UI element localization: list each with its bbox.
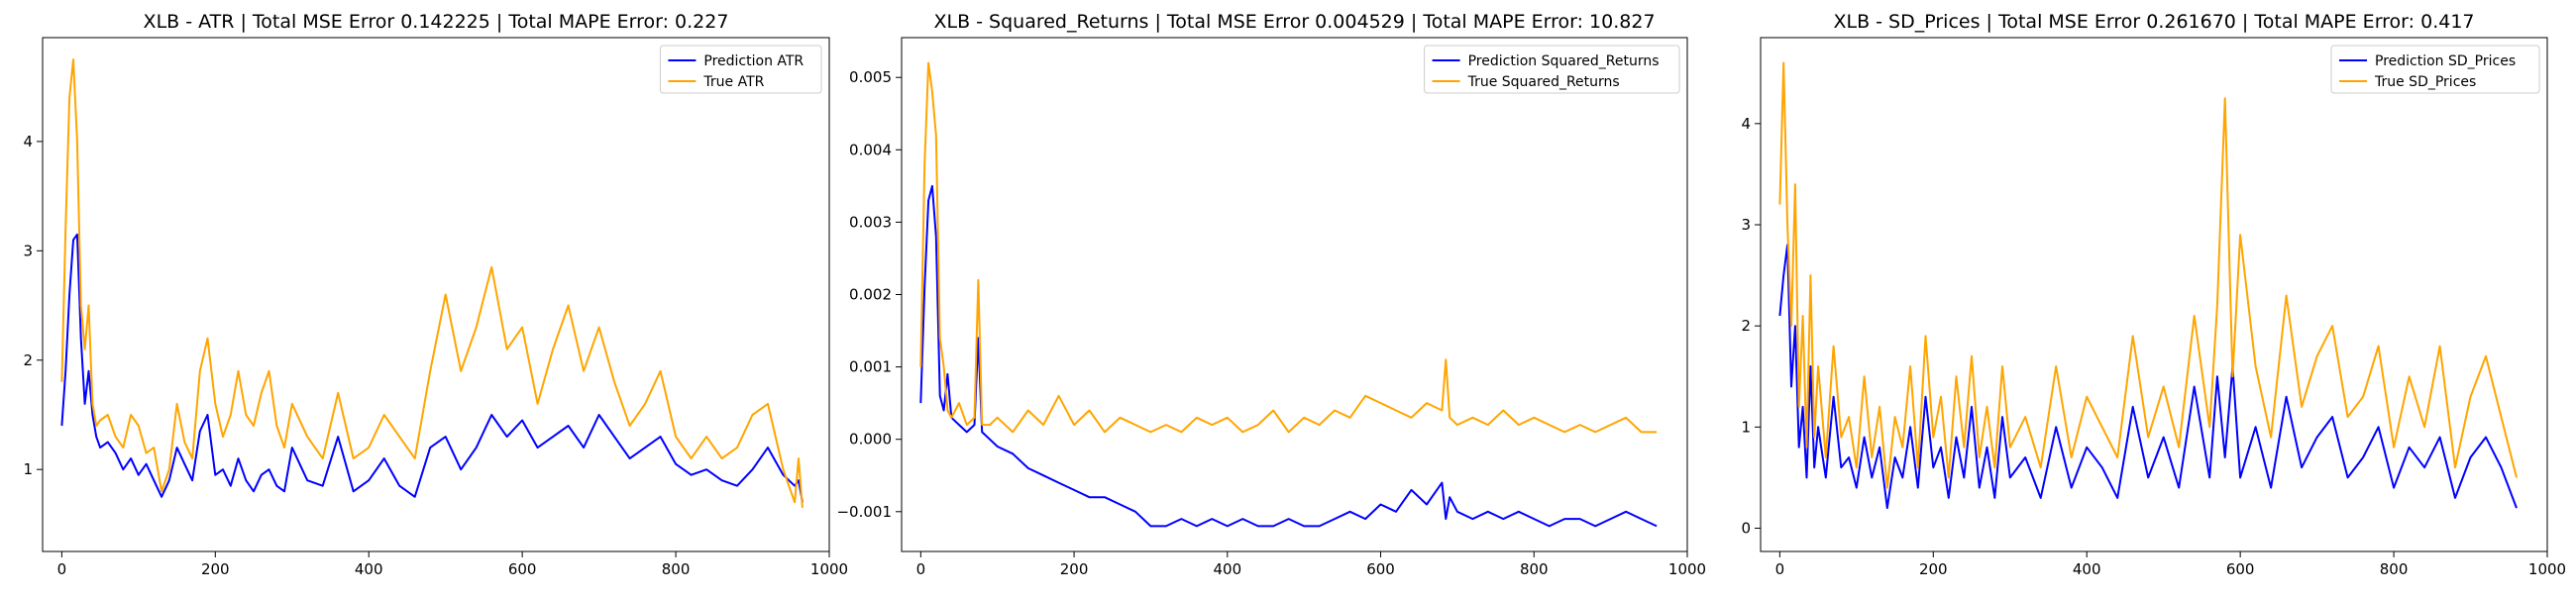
y-tick-label: 4 xyxy=(23,133,33,150)
x-tick-label: 200 xyxy=(201,560,230,578)
y-tick-label: −0.001 xyxy=(836,503,892,521)
legend-box xyxy=(659,45,822,94)
y-tick-label: 2 xyxy=(1741,317,1751,335)
legend-label: True ATR xyxy=(702,74,764,90)
x-tick-label: 0 xyxy=(916,560,926,578)
y-tick-label: 1 xyxy=(23,460,33,478)
legend-label: Prediction Squared_Returns xyxy=(1468,53,1660,69)
y-tick-label: 0 xyxy=(1741,520,1751,538)
y-tick-label: 0.003 xyxy=(849,213,892,231)
chart-title: XLB - ATR | Total MSE Error 0.142225 | T… xyxy=(144,11,729,33)
y-tick-label: 2 xyxy=(23,351,33,369)
x-tick-label: 800 xyxy=(662,560,691,578)
series-line-prediction xyxy=(919,184,1658,528)
x-tick-label: 200 xyxy=(1060,560,1089,578)
y-tick-label: 0.001 xyxy=(849,358,892,376)
y-tick-label: 0.004 xyxy=(849,141,892,158)
series-line-prediction xyxy=(60,233,804,503)
chart-title: XLB - SD_Prices | Total MSE Error 0.2616… xyxy=(1833,11,2474,33)
axes-frame xyxy=(1760,37,2548,552)
axes-frame xyxy=(901,37,1688,552)
series-line-prediction xyxy=(1778,244,2518,510)
legend-label: Prediction ATR xyxy=(703,53,804,69)
x-tick-label: 1000 xyxy=(2528,560,2566,578)
x-tick-label: 800 xyxy=(1520,560,1549,578)
legend: Prediction ATR True ATR xyxy=(659,45,822,94)
legend: Prediction Squared_Returns True Squared_R… xyxy=(1424,45,1680,94)
subplot-2: XLB - Squared_Returns | Total MSE Error … xyxy=(836,11,1706,578)
series-line-true xyxy=(919,61,1658,434)
y-tick-label: 1 xyxy=(1741,418,1751,436)
legend: Prediction SD_Prices True SD_Prices xyxy=(2330,45,2540,94)
x-tick-label: 400 xyxy=(1213,560,1241,578)
x-tick-label: 600 xyxy=(1366,560,1395,578)
x-tick-label: 800 xyxy=(2380,560,2409,578)
x-tick-label: 600 xyxy=(2226,560,2255,578)
series-line-true xyxy=(1778,61,2518,489)
y-tick-label: 3 xyxy=(1741,216,1751,234)
legend-box xyxy=(1424,45,1680,94)
legend-box xyxy=(2330,45,2540,94)
legend-label: Prediction SD_Prices xyxy=(2375,53,2516,69)
x-tick-label: 1000 xyxy=(810,560,848,578)
x-tick-label: 600 xyxy=(508,560,537,578)
x-tick-label: 0 xyxy=(57,560,67,578)
y-tick-label: 3 xyxy=(23,242,33,259)
x-tick-label: 200 xyxy=(1919,560,1948,578)
y-tick-label: 0.005 xyxy=(849,68,892,86)
y-tick-label: 0.000 xyxy=(849,431,892,448)
subplot-3: XLB - SD_Prices | Total MSE Error 0.2616… xyxy=(1741,11,2566,578)
y-tick-label: 4 xyxy=(1741,115,1751,133)
x-tick-label: 0 xyxy=(1775,560,1785,578)
x-tick-label: 400 xyxy=(355,560,383,578)
series-line-true xyxy=(60,58,804,508)
legend-label: True Squared_Returns xyxy=(1467,74,1620,90)
subplot-1: XLB - ATR | Total MSE Error 0.142225 | T… xyxy=(23,11,848,578)
axes-frame xyxy=(42,37,830,552)
chart-title: XLB - Squared_Returns | Total MSE Error … xyxy=(933,11,1655,33)
y-tick-label: 0.002 xyxy=(849,286,892,304)
x-tick-label: 1000 xyxy=(1668,560,1706,578)
legend-label: True SD_Prices xyxy=(2374,74,2476,90)
x-tick-label: 400 xyxy=(2073,560,2101,578)
